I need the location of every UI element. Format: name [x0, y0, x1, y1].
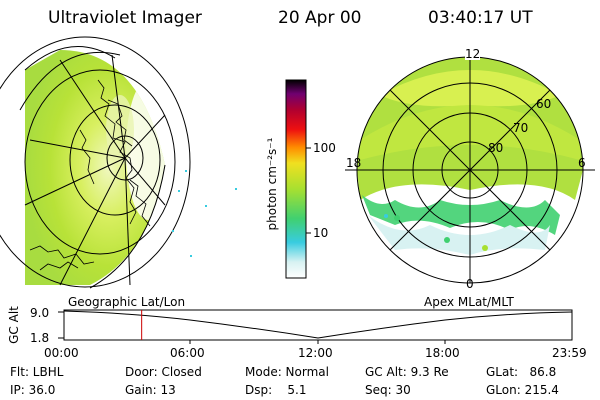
lat-label-60: 60 — [536, 97, 552, 111]
dsp-info: Dsp: 5.1 — [245, 383, 307, 397]
mlt-label-0: 0 — [466, 277, 474, 291]
colorbar-label: photon cm⁻²s⁻¹ — [265, 137, 279, 231]
glon-info: GLon: 215.4 — [486, 383, 559, 397]
altitude-curve — [63, 310, 573, 339]
filter-info: Flt: LBHL — [10, 365, 64, 379]
ip-info: IP: 36.0 — [10, 383, 56, 397]
x-tick-1800: 18:00 — [425, 346, 460, 360]
date-label: 20 Apr 00 — [278, 8, 362, 28]
time-label: 03:40:17 UT — [428, 8, 533, 28]
x-tick-1200: 12:00 — [298, 346, 333, 360]
coastline — [29, 79, 151, 271]
x-tick-0000: 00:00 — [44, 346, 79, 360]
colorbar-gradient — [285, 79, 307, 279]
mlt-label-6: 6 — [578, 156, 586, 170]
geographic-image — [0, 36, 237, 289]
x-tick-0600: 06:00 — [170, 346, 205, 360]
polar-plot — [345, 56, 595, 284]
timeline-plot — [58, 309, 573, 344]
colorbar-tick-10: 10 — [313, 226, 329, 240]
timeline-ylabel: GC Alt — [7, 306, 21, 344]
y-tick-1-8: 1.8 — [30, 331, 50, 345]
app-title: Ultraviolet Imager — [48, 8, 202, 28]
x-tick-2359: 23:59 — [552, 346, 587, 360]
colorbar-tick-100: 100 — [313, 141, 336, 155]
right-panel-label: Apex MLat/MLT — [424, 295, 514, 309]
lat-label-80: 80 — [488, 141, 504, 155]
mlt-label-12: 12 — [465, 47, 481, 61]
mlt-label-18: 18 — [346, 156, 362, 170]
geo-grid — [0, 36, 191, 288]
polar-grid — [345, 56, 595, 284]
glat-info: GLat: 86.8 — [486, 365, 557, 379]
gc-alt-info: GC Alt: 9.3 Re — [365, 365, 449, 379]
polar-dots — [384, 214, 488, 251]
gain-info: Gain: 13 — [125, 383, 176, 397]
colorbar — [285, 79, 311, 279]
seq-info: Seq: 30 — [365, 383, 411, 397]
y-tick-9: 9.0 — [30, 306, 50, 320]
lat-label-70: 70 — [513, 121, 529, 135]
noise-specks-left — [172, 170, 237, 257]
left-panel-label: Geographic Lat/Lon — [68, 295, 186, 309]
mode-info: Mode: Normal — [245, 365, 329, 379]
door-info: Door: Closed — [125, 365, 202, 379]
